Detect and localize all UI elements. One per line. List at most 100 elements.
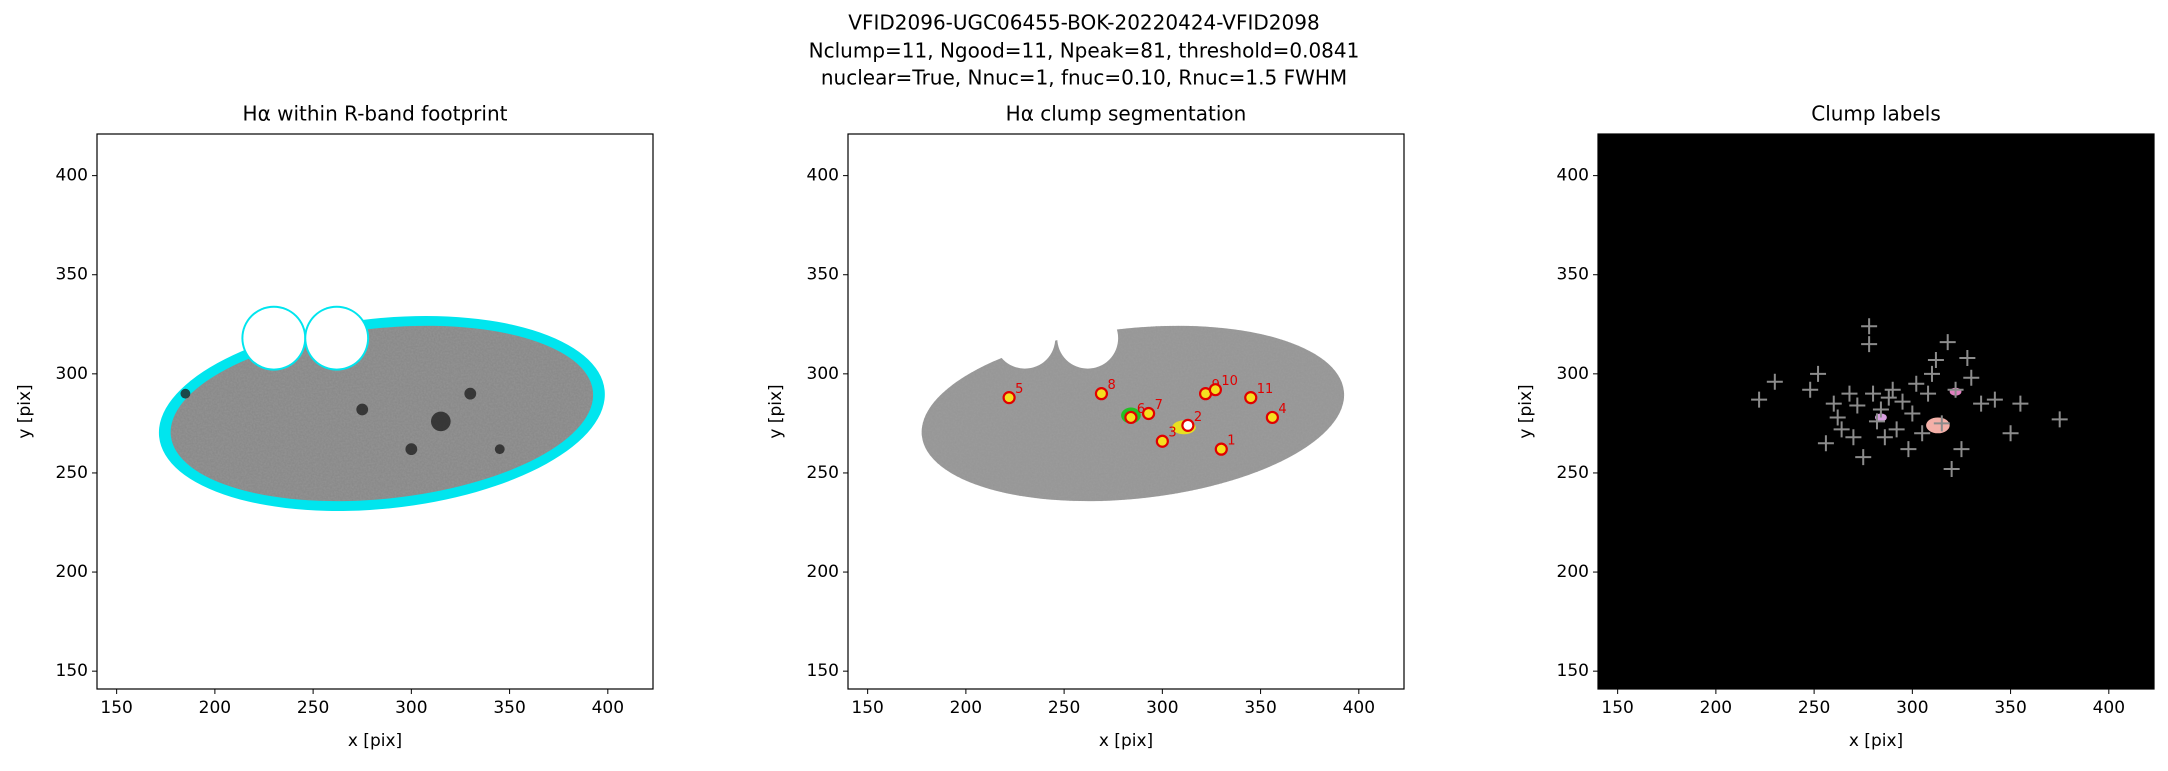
segment bbox=[1926, 417, 1950, 434]
peak bbox=[1894, 393, 1911, 410]
y-tick-label: 200 bbox=[807, 562, 839, 582]
y-tick-label: 350 bbox=[807, 265, 839, 285]
y-axis-label: y [pix] bbox=[766, 384, 786, 438]
axes-frame bbox=[96, 133, 654, 690]
peak bbox=[1943, 460, 1960, 477]
x-tick-label: 350 bbox=[1994, 698, 2026, 718]
peak bbox=[1810, 365, 1827, 382]
x-tick-label: 400 bbox=[2093, 698, 2125, 718]
clump bbox=[1244, 391, 1258, 405]
mask-hole bbox=[243, 307, 305, 369]
x-axis-label: x [pix] bbox=[348, 731, 402, 751]
y-tick-label: 350 bbox=[1557, 265, 1589, 285]
y-tick-label: 400 bbox=[56, 166, 88, 186]
peak bbox=[1953, 441, 1970, 458]
clump-label: 3 bbox=[1168, 426, 1176, 441]
clump bbox=[1181, 418, 1195, 432]
mask-hole bbox=[306, 307, 368, 369]
clump-label: 10 bbox=[1221, 374, 1238, 389]
bright-region bbox=[180, 388, 191, 399]
x-tick-label: 300 bbox=[1896, 698, 1928, 718]
peak bbox=[1923, 365, 1940, 382]
x-axis-label: x [pix] bbox=[1849, 731, 1903, 751]
clump-label: 8 bbox=[1107, 378, 1115, 393]
y-axis-label: y [pix] bbox=[1516, 384, 1536, 438]
x-tick-label: 150 bbox=[1601, 698, 1633, 718]
x-tick-label: 300 bbox=[1146, 698, 1178, 718]
clump-label: 4 bbox=[1278, 402, 1286, 417]
clump-label: 1 bbox=[1227, 434, 1235, 449]
y-tick-label: 400 bbox=[807, 166, 839, 186]
peak bbox=[1872, 401, 1889, 418]
peak bbox=[1947, 381, 1964, 398]
peak bbox=[1939, 334, 1956, 351]
peak bbox=[1855, 449, 1872, 466]
clump-label: 2 bbox=[1194, 410, 1202, 425]
y-tick-label: 150 bbox=[56, 661, 88, 681]
x-tick-label: 400 bbox=[1343, 698, 1375, 718]
axes-frame bbox=[847, 133, 1405, 690]
peak bbox=[1908, 375, 1925, 392]
y-tick-label: 150 bbox=[1557, 661, 1589, 681]
clump bbox=[1214, 442, 1228, 456]
bright-region bbox=[430, 411, 451, 432]
clump bbox=[1141, 406, 1156, 421]
plot-area bbox=[1598, 134, 2154, 689]
y-tick-label: 250 bbox=[1557, 463, 1589, 483]
peak bbox=[1963, 369, 1980, 386]
x-tick-label: 200 bbox=[1700, 698, 1732, 718]
peak bbox=[1884, 381, 1901, 398]
peak bbox=[1829, 409, 1846, 426]
x-tick-label: 150 bbox=[851, 698, 883, 718]
peak bbox=[1865, 385, 1882, 402]
peak bbox=[1914, 425, 1931, 442]
y-tick-label: 350 bbox=[56, 265, 88, 285]
clump bbox=[1155, 434, 1169, 448]
y-tick-label: 200 bbox=[1557, 562, 1589, 582]
bright-region bbox=[464, 387, 477, 400]
clump bbox=[1094, 387, 1109, 401]
figure-title: nuclear=True, Nnuc=1, fnuc=0.10, Rnuc=1.… bbox=[821, 66, 1347, 90]
peak bbox=[1868, 413, 1885, 430]
y-tick-label: 300 bbox=[807, 364, 839, 384]
y-tick-label: 250 bbox=[56, 463, 88, 483]
plot-area: 1234567891011 bbox=[921, 307, 1345, 502]
clump-label: 5 bbox=[1015, 382, 1023, 397]
bright-region bbox=[405, 443, 418, 456]
y-axis-label: y [pix] bbox=[15, 384, 35, 438]
peak bbox=[1833, 421, 1850, 438]
peak bbox=[1880, 389, 1897, 406]
clump bbox=[1002, 391, 1016, 405]
x-tick-label: 200 bbox=[950, 698, 982, 718]
axes-frame bbox=[1597, 133, 2155, 690]
x-tick-label: 350 bbox=[1244, 698, 1276, 718]
clump bbox=[1124, 410, 1138, 425]
axes-title: Hα clump segmentation bbox=[1006, 102, 1247, 126]
x-tick-label: 300 bbox=[395, 698, 427, 718]
peak bbox=[1841, 385, 1858, 402]
peak bbox=[1766, 373, 1783, 390]
x-tick-label: 200 bbox=[199, 698, 231, 718]
peak bbox=[1845, 429, 1862, 446]
x-tick-label: 250 bbox=[1798, 698, 1830, 718]
clump bbox=[1265, 410, 1279, 425]
x-axis-label: x [pix] bbox=[1099, 731, 1153, 751]
x-tick-label: 250 bbox=[1048, 698, 1080, 718]
bright-region bbox=[356, 403, 369, 416]
peak bbox=[1849, 397, 1866, 414]
y-tick-label: 200 bbox=[56, 562, 88, 582]
peak bbox=[1817, 435, 1834, 452]
peak bbox=[1876, 429, 1893, 446]
clump-label: 11 bbox=[1257, 382, 1274, 397]
x-tick-label: 150 bbox=[100, 698, 132, 718]
axes-title: Clump labels bbox=[1811, 102, 1941, 126]
y-tick-label: 250 bbox=[807, 463, 839, 483]
peak bbox=[1927, 351, 1944, 368]
peak bbox=[1751, 391, 1768, 408]
bright-region bbox=[494, 444, 505, 455]
x-tick-label: 400 bbox=[592, 698, 624, 718]
x-tick-label: 250 bbox=[297, 698, 329, 718]
peak bbox=[1888, 421, 1905, 438]
peak bbox=[2002, 425, 2019, 442]
